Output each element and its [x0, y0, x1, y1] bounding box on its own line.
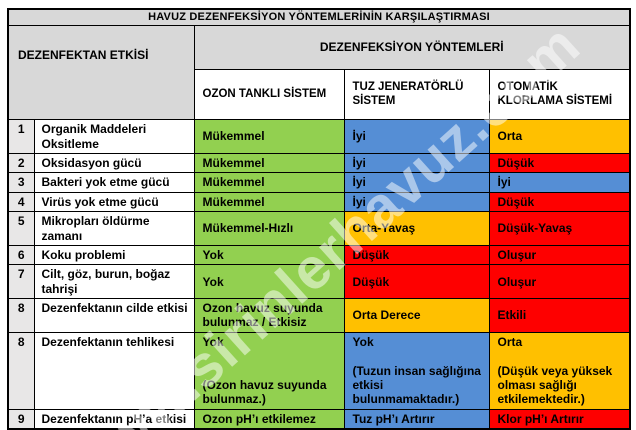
row-label: Cilt, göz, burun, boğaz tahrişi: [33, 264, 195, 300]
row-number: 7: [7, 264, 35, 300]
comparison-table: HAVUZ DEZENFEKSİYON YÖNTEMLERİNİN KARŞIL…: [7, 8, 631, 430]
rating-cell: Mükemmel-Hızlı: [193, 211, 345, 246]
table-row: 9 Dezenfektanın pH’a etkisi Ozon pH’ı etki…: [7, 408, 631, 430]
rating-cell: İyi: [343, 172, 490, 193]
rating-cell: Yok (Ozon havuz suyunda bulunmaz.): [193, 331, 345, 410]
subheader-row: OZON TANKLI SİSTEM TUZ JENERATÖRLÜ SİSTE…: [8, 69, 631, 121]
column-header-ozon: OZON TANKLI SİSTEM: [193, 69, 345, 121]
rating-cell: Oluşur: [488, 264, 631, 300]
row-number: 2: [7, 152, 35, 174]
rating-cell: Klor pH’ı Artırır: [488, 408, 631, 430]
table-row: 8 Dezenfektanın tehlikesi Yok (Ozon havuz …: [7, 331, 631, 410]
row-number: 9: [7, 408, 35, 430]
rating-cell: Ozon havuz suyunda bulunmaz / Etkisiz: [193, 298, 345, 333]
row-number: 3: [7, 172, 35, 193]
row-label: Virüs yok etme gücü: [33, 191, 195, 213]
table-row: 5 Mikropları öldürme zamanı Mükemmel-Hızlı…: [7, 211, 631, 246]
row-label: Bakteri yok etme gücü: [33, 172, 195, 193]
row-number: 8: [7, 298, 35, 333]
table-row: 7 Cilt, göz, burun, boğaz tahrişi Yok Düşük…: [7, 264, 631, 300]
row-number: 8: [7, 331, 35, 410]
rating-cell: Orta: [488, 119, 631, 154]
header-row: DEZENFEKTAN ETKİSİ DEZENFEKSİYON YÖNTEML…: [7, 25, 631, 121]
table-row: 3 Bakteri yok etme gücü Mükemmel İyi İyi: [7, 172, 631, 193]
rating-cell: Düşük: [488, 152, 631, 174]
rating-cell: Düşük: [343, 264, 490, 300]
rating-cell: Yok: [193, 264, 345, 300]
row-label: Oksidasyon gücü: [33, 152, 195, 174]
row-number: 1: [7, 119, 35, 154]
rating-cell: İyi: [488, 172, 631, 193]
rating-cell: Ozon pH’ı etkilemez: [193, 408, 345, 430]
column-header-klor: OTOMATİK KLORLAMA SİSTEMİ: [488, 69, 631, 121]
column-header-tuz: TUZ JENERATÖRLÜ SİSTEM: [343, 69, 490, 121]
row-label: Mikropları öldürme zamanı: [33, 211, 195, 246]
rating-cell: Düşük-Yavaş: [488, 211, 631, 246]
table-row: 4 Virüs yok etme gücü Mükemmel İyi Düşük: [7, 191, 631, 213]
row-axis-header: DEZENFEKTAN ETKİSİ: [7, 25, 195, 121]
table-row: 1 Organik Maddeleri Oksitleme Mükemmel İyi O…: [7, 119, 631, 154]
row-number: 6: [7, 244, 35, 266]
row-label: Koku problemi: [33, 244, 195, 266]
rating-cell: Mükemmel: [193, 172, 345, 193]
row-label: Dezenfektanın tehlikesi: [33, 331, 195, 410]
rating-cell: İyi: [343, 119, 490, 154]
row-label: Organik Maddeleri Oksitleme: [33, 119, 195, 154]
table-title: HAVUZ DEZENFEKSİYON YÖNTEMLERİNİN KARŞIL…: [7, 8, 631, 27]
rating-cell: Orta-Yavaş: [343, 211, 490, 246]
rating-cell: Tuz pH’ı Artırır: [343, 408, 490, 430]
rating-cell: Orta (Düşük veya yüksek olması sağlığı e…: [488, 331, 631, 410]
rating-cell: Mükemmel: [193, 119, 345, 154]
rating-cell: Yok (Tuzun insan sağlığına etkisi bulunm…: [343, 331, 490, 410]
rating-cell: İyi: [343, 152, 490, 174]
row-label: Dezenfektanın pH’a etkisi: [33, 408, 195, 430]
rating-cell: Yok: [193, 244, 345, 266]
title-row: HAVUZ DEZENFEKSİYON YÖNTEMLERİNİN KARŞIL…: [7, 8, 631, 27]
rating-cell: İyi: [343, 191, 490, 213]
rating-cell: Etkili: [488, 298, 631, 333]
rating-cell: Oluşur: [488, 244, 631, 266]
rating-cell: Orta Derece: [343, 298, 490, 333]
rating-cell: Düşük: [488, 191, 631, 213]
methods-header: DEZENFEKSİYON YÖNTEMLERİ: [193, 25, 631, 71]
row-number: 5: [7, 211, 35, 246]
row-number: 4: [7, 191, 35, 213]
table-row: 8 Dezenfektanın cilde etkisi Ozon havuz su…: [7, 298, 631, 333]
table-row: 6 Koku problemi Yok Düşük Oluşur: [7, 244, 631, 266]
rating-cell: Mükemmel: [193, 152, 345, 174]
rating-cell: Mükemmel: [193, 191, 345, 213]
table-body: 1 Organik Maddeleri Oksitleme Mükemmel İyi O…: [7, 119, 631, 430]
table-row: 2 Oksidasyon gücü Mükemmel İyi Düşük: [7, 152, 631, 174]
rating-cell: Düşük: [343, 244, 490, 266]
row-label: Dezenfektanın cilde etkisi: [33, 298, 195, 333]
